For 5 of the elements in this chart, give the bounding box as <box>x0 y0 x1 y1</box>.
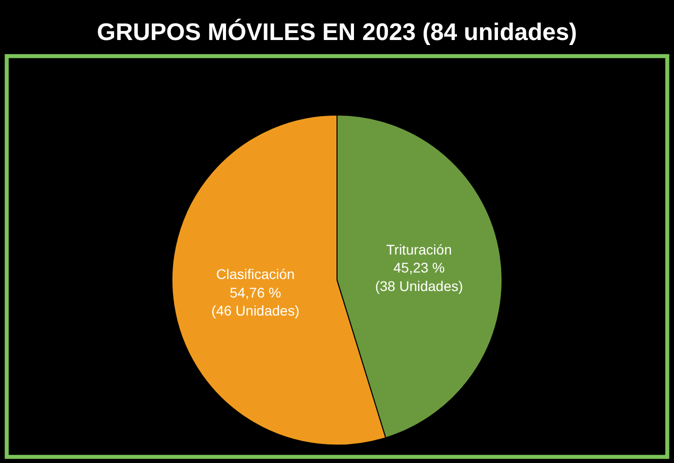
chart-title: GRUPOS MÓVILES EN 2023 (84 unidades) <box>96 18 578 46</box>
data-label: 54,76 % (46 Unidades) <box>211 284 300 319</box>
slice-label: Clasificación <box>216 266 295 282</box>
slice-label: Trituración <box>386 242 452 258</box>
data-label: 45,23 % (38 Unidades) <box>375 260 464 294</box>
